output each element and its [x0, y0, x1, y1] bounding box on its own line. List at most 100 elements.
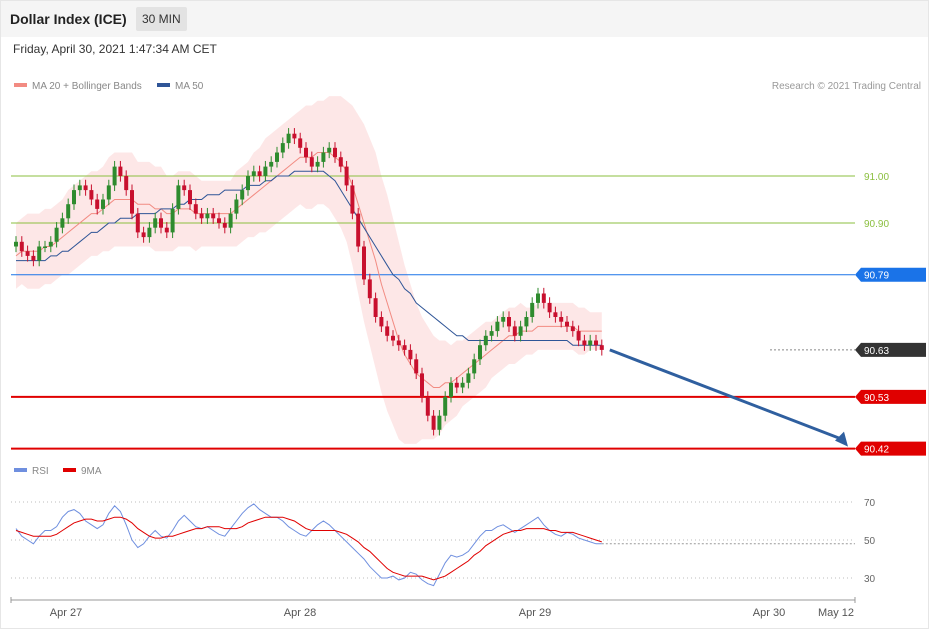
rsi-tick-30: 30	[864, 574, 876, 585]
candle-body	[188, 190, 192, 205]
candle-body	[547, 302, 552, 313]
ma20-line	[15, 152, 602, 388]
candle-body	[43, 246, 47, 248]
rsi-tick-50: 50	[864, 536, 876, 547]
candle-body	[147, 227, 152, 238]
candle-body	[298, 138, 303, 148]
candle-body	[83, 185, 88, 191]
copyright: Research © 2021 Trading Central	[771, 81, 921, 92]
level-label-90.90: 90.90	[864, 219, 889, 230]
candle-body	[106, 185, 111, 200]
candle-body	[141, 232, 146, 238]
candle-body	[263, 166, 268, 176]
level-label-90.42: 90.42	[864, 445, 889, 456]
rsi-tick-70: 70	[864, 498, 876, 509]
candle-body	[594, 340, 598, 346]
candle-body	[118, 166, 123, 176]
level-label-90.53: 90.53	[864, 393, 889, 404]
candle-body	[431, 415, 436, 430]
candle-body	[582, 340, 587, 346]
forecast-arrow	[609, 348, 844, 442]
candle-body	[385, 326, 390, 336]
candle-body	[228, 213, 233, 228]
candle-body	[164, 227, 169, 233]
ma50-line	[16, 170, 602, 346]
candle-body	[599, 345, 604, 350]
candle-body	[246, 176, 250, 191]
candle-body	[570, 326, 575, 332]
candle-body	[205, 213, 210, 219]
legend-9ma-swatch	[63, 468, 76, 473]
timestamp: Friday, April 30, 2021 1:47:34 AM CET	[13, 42, 217, 56]
candle-body	[193, 204, 198, 214]
candle-body	[565, 321, 569, 327]
x-axis-label: Apr 30	[753, 607, 785, 619]
candle-body	[443, 396, 448, 416]
candle-body	[153, 218, 158, 228]
candle-body	[541, 293, 546, 303]
candle-body	[362, 246, 366, 280]
candle-body	[77, 185, 82, 191]
candle-body	[304, 147, 308, 158]
candle-body	[559, 317, 564, 322]
candle-body	[176, 185, 181, 209]
candle-body	[37, 246, 42, 261]
candle-body	[344, 166, 349, 186]
level-label-90.63: 90.63	[864, 346, 889, 357]
level-tag-90.42	[855, 441, 926, 456]
candle-body	[222, 223, 227, 228]
candle-body	[483, 335, 488, 346]
legend-ma20: MA 20 + Bollinger Bands	[14, 81, 142, 92]
candle-body	[437, 415, 442, 430]
rsi-line	[15, 503, 602, 587]
candle-body	[530, 302, 535, 317]
candle-body	[367, 279, 372, 299]
candle-body	[251, 171, 256, 176]
candle-body	[14, 241, 18, 247]
candle-body	[327, 147, 332, 153]
candle-body	[234, 199, 239, 214]
level-label-91.00: 91.00	[864, 172, 889, 183]
legend-9ma-label: 9MA	[81, 466, 102, 477]
candle-body	[112, 166, 117, 186]
interval-badge[interactable]: 30 MIN	[136, 7, 187, 31]
legend-ma50: MA 50	[157, 81, 203, 92]
candle-body	[257, 171, 262, 176]
bollinger-band	[16, 96, 602, 444]
legend-ma50-swatch	[157, 83, 170, 88]
candle-body	[472, 359, 477, 374]
rsi-ma9-line	[15, 516, 602, 581]
candle-body	[275, 152, 279, 162]
candle-body	[524, 317, 529, 327]
candle-body	[292, 133, 297, 139]
x-axis-label: Apr 29	[519, 607, 551, 619]
candle-body	[466, 373, 471, 383]
candle-body	[72, 190, 76, 205]
candle-body	[321, 152, 326, 162]
candle-body	[495, 321, 500, 332]
candle-body	[588, 340, 593, 346]
candle-body	[286, 133, 291, 144]
candle-body	[402, 345, 407, 350]
x-axis-label: Apr 28	[284, 607, 316, 619]
candle-body	[576, 331, 581, 341]
candle-body	[553, 312, 558, 317]
candle-body	[478, 345, 482, 360]
legend-ma20-swatch	[14, 83, 27, 88]
candle-body	[356, 213, 361, 247]
candle-body	[211, 213, 216, 219]
candle-body	[350, 185, 355, 214]
forecast-arrow-head	[835, 431, 848, 447]
candle-body	[89, 190, 94, 200]
candle-body	[512, 326, 517, 336]
candle-body	[124, 176, 129, 191]
candle-body	[159, 218, 163, 228]
candle-body	[408, 349, 413, 360]
candle-body	[130, 190, 134, 214]
legend-ma50-label: MA 50	[175, 81, 204, 92]
candle-body	[518, 326, 523, 336]
candle-body	[373, 298, 378, 317]
candle-body	[425, 396, 430, 416]
candle-body	[396, 340, 401, 346]
